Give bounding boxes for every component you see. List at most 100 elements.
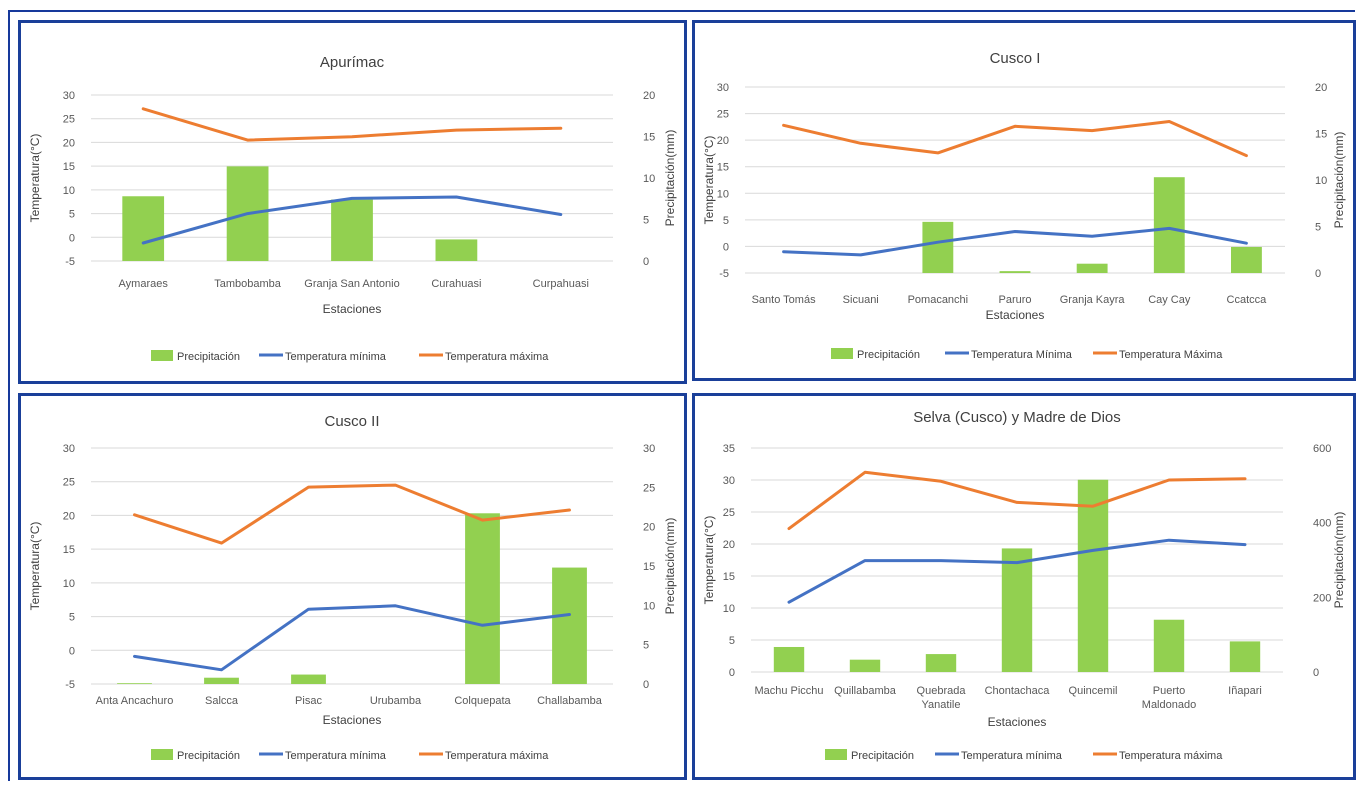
y-tick-label: 0 [69,232,75,244]
chart-panel-selva-madre-de-dios: 0 5 10 15 20 25 30 35 0 200 400 600 Selva (Cusco) y … [692,393,1356,780]
y2-tick-label: 5 [643,640,649,652]
y2-tick-label: 200 [1313,592,1331,604]
category-label: Tambobamba [214,278,282,290]
category-label: Santo Tomás [752,294,817,306]
bar-precipitacion [1153,177,1185,273]
legend-label: Temperatura Máxima [1119,349,1223,361]
y-tick-label: -5 [65,679,75,691]
y-axis-title: Temperatura(°C) [702,136,716,225]
x-axis-title: Estaciones [988,715,1047,729]
y2-tick-label: 15 [643,561,655,573]
y-tick-label: 25 [63,477,75,489]
y-tick-label: 20 [717,135,729,147]
line-temperatura-maxima [782,120,1248,158]
chart-selva-madre-de-dios: 0 5 10 15 20 25 30 35 0 200 400 600 Selva (Cusco) y … [702,409,1346,762]
y-tick-label: 20 [723,539,735,551]
bar-precipitacion [331,199,373,261]
y-tick-label: 10 [63,185,75,197]
category-label: Colquepata [454,695,511,707]
y2-tick-label: 20 [643,90,655,102]
y-tick-label: 5 [729,635,735,647]
y-tick-label: 30 [63,90,75,102]
category-label: Granja Kayra [1060,294,1126,306]
y-tick-label: 15 [63,544,75,556]
y-tick-label: 35 [723,443,735,455]
category-label: Salcca [205,695,239,707]
category-label: Ccatcca [1227,294,1268,306]
y2-tick-label: 20 [1315,82,1327,94]
y2-tick-label: 0 [1315,268,1321,280]
bar-precipitacion [204,677,239,684]
category-label: Urubamba [370,695,422,707]
y2-tick-label: 600 [1313,443,1331,455]
y-tick-label: 0 [729,667,735,679]
y-axis-title: Temperatura(°C) [28,522,42,611]
legend-label: Precipitación [857,349,920,361]
y-tick-label: 0 [723,241,729,253]
bar-precipitacion [1077,479,1109,672]
legend-swatch-precipitacion [151,749,173,760]
chart-title: Selva (Cusco) y Madre de Dios [913,409,1121,426]
category-label: Anta Ancachuro [96,695,174,707]
y-tick-label: 30 [723,475,735,487]
y-axis-title: Temperatura(°C) [28,134,42,223]
y-tick-label: 20 [63,510,75,522]
legend-swatch-precipitacion [831,348,853,359]
y-tick-label: 0 [69,645,75,657]
y-tick-label: 10 [63,578,75,590]
category-label: Curpahuasi [533,278,589,290]
category-label: Paruro [998,294,1031,306]
chart-title: Cusco I [990,50,1041,67]
category-label: Chontachaca [985,685,1051,697]
line-temperatura-minima [787,538,1247,604]
y-tick-label: 25 [717,109,729,121]
chart-title: Apurímac [320,54,385,71]
legend-swatch-precipitacion [151,350,173,361]
y2-tick-label: 5 [1315,222,1321,234]
y2-tick-label: 0 [1313,667,1319,679]
legend-label: Precipitación [177,351,240,363]
legend-label: Temperatura Mínima [971,349,1073,361]
y-tick-label: 15 [63,161,75,173]
bar-precipitacion [849,659,881,672]
y-tick-label: 10 [717,188,729,200]
bar-precipitacion [552,567,587,684]
category-label: Pisac [295,695,322,707]
category-label: Curahuasi [431,278,481,290]
chart-panel-cusco-ii: -5 0 5 10 15 20 25 30 0 5 10 15 20 25 30 Cusco II Temper… [18,393,687,780]
y2-tick-label: 400 [1313,518,1331,530]
legend-label: Precipitación [177,750,240,762]
legend-label: Temperatura máxima [445,351,549,363]
bar-precipitacion [435,239,478,261]
legend-label: Precipitación [851,750,914,762]
y-tick-label: 15 [723,571,735,583]
y2-tick-label: 15 [643,132,655,144]
bar-precipitacion [465,513,500,684]
category-label: Challabamba [537,695,603,707]
y2-tick-label: 20 [643,522,655,534]
category-label: Iñapari [1228,685,1262,697]
line-temperatura-minima [133,604,571,672]
outer-frame [8,10,1355,781]
y-tick-label: 5 [69,612,75,624]
y-tick-label: 30 [63,443,75,455]
chart-panel-cusco-i: -5 0 5 10 15 20 25 30 0 5 10 15 20 Cusco I Temperatura… [692,20,1356,381]
y2-tick-label: 10 [643,173,655,185]
category-label: Sicuani [843,294,879,306]
y2-tick-label: 0 [643,256,649,268]
line-temperatura-minima [782,226,1248,257]
category-label: Cay Cay [1148,294,1191,306]
y-tick-label: 25 [63,114,75,126]
bar-precipitacion [999,271,1031,273]
x-axis-title: Estaciones [323,302,382,316]
y2-tick-label: 5 [643,215,649,227]
chart-cusco-i: -5 0 5 10 15 20 25 30 0 5 10 15 20 Cusco I Temperatura… [702,50,1346,361]
y-tick-label: 10 [723,603,735,615]
category-label: Machu Picchu [754,685,823,697]
bar-precipitacion [117,683,152,684]
bar-precipitacion [291,674,326,684]
y-tick-label: 15 [717,162,729,174]
chart-cusco-ii: -5 0 5 10 15 20 25 30 0 5 10 15 20 25 30 Cusco II Temper… [28,413,677,762]
y2-tick-label: 15 [1315,129,1327,141]
y2-tick-label: 25 [643,482,655,494]
